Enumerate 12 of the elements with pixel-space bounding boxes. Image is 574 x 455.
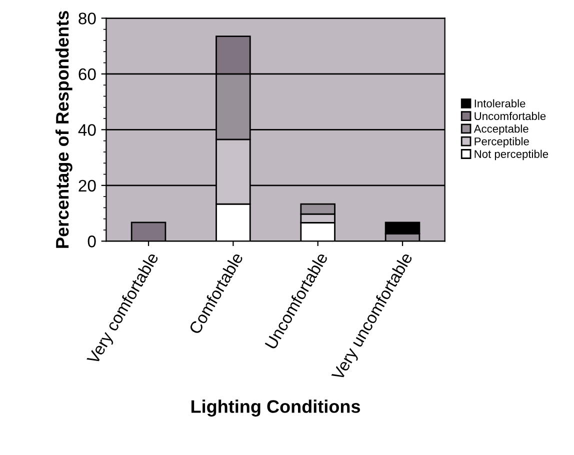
y-tick-label: 80 bbox=[78, 12, 96, 24]
y-tick-label: 40 bbox=[78, 124, 96, 136]
legend-label: Intolerable bbox=[474, 99, 526, 108]
legend-label: Perceptible bbox=[474, 137, 529, 148]
legend-label: Acceptable bbox=[474, 124, 528, 135]
y-tick-label: 0 bbox=[88, 236, 96, 248]
y-tick-label: 60 bbox=[78, 68, 96, 80]
x-axis-title: Lighting Conditions bbox=[191, 400, 360, 417]
y-tick-label: 20 bbox=[78, 180, 96, 192]
y-axis-title: Percentage of Respondents bbox=[55, 11, 72, 248]
legend-label: Uncomfortable bbox=[474, 112, 546, 120]
legend-label: Not perceptible bbox=[474, 150, 548, 160]
